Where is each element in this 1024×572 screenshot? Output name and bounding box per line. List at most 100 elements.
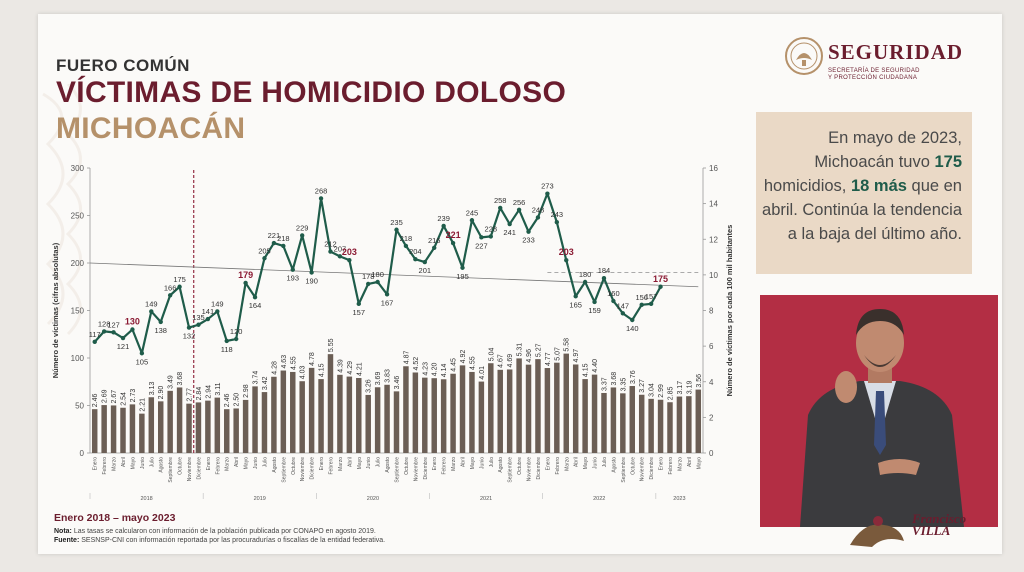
rate-label: 4.20 — [432, 362, 439, 376]
month-label: Marzo — [225, 457, 231, 471]
right-tick-label: 12 — [709, 235, 718, 244]
rate-label: 4.03 — [300, 365, 307, 379]
month-label: Octubre — [630, 457, 636, 475]
count-point — [498, 205, 503, 211]
year-label: 2019 — [254, 496, 266, 502]
rate-bar — [544, 368, 551, 453]
count-label: 228 — [485, 224, 498, 233]
rate-label: 2.21 — [139, 398, 146, 412]
count-label: 229 — [296, 223, 309, 232]
rate-label: 2.85 — [667, 387, 674, 401]
rate-label: 2.99 — [658, 384, 665, 398]
count-point — [328, 249, 333, 254]
count-point — [149, 309, 154, 314]
count-label: 157 — [645, 292, 658, 301]
rate-bar — [139, 413, 145, 453]
month-label: Marzo — [564, 457, 570, 471]
month-label: Mayo — [244, 457, 250, 469]
count-point — [403, 243, 409, 249]
month-label: Enero — [432, 457, 438, 471]
count-label-highlight: 175 — [653, 274, 668, 284]
background-pattern — [42, 84, 82, 336]
seguridad-logo: SEGURIDAD SECRETARÍA DE SEGURIDAD Y PROT… — [784, 36, 974, 82]
month-label: Febrero — [442, 457, 448, 475]
month-label: Septiembre — [508, 457, 514, 483]
rate-label: 2.54 — [121, 392, 128, 406]
month-label: Septiembre — [281, 457, 287, 483]
count-label-highlight: 130 — [125, 317, 140, 327]
right-axis-label: Número de víctimas por cada 100 mil habi… — [725, 225, 734, 397]
month-label: Junio — [366, 457, 372, 469]
rate-label: 3.35 — [620, 378, 627, 392]
rate-bar — [346, 376, 353, 453]
month-label: Abril — [121, 457, 127, 467]
count-label: 167 — [381, 298, 394, 307]
count-label: 121 — [117, 342, 130, 351]
month-label: Agosto — [159, 457, 165, 473]
count-label: 141 — [202, 307, 215, 316]
count-label: 195 — [456, 272, 469, 281]
rate-label: 2.77 — [187, 388, 194, 402]
count-point — [120, 335, 126, 341]
rate-label: 5.07 — [554, 347, 561, 361]
rate-label: 3.19 — [686, 380, 693, 394]
rate-bar — [554, 362, 560, 453]
callout-delta: 18 más — [850, 177, 907, 195]
count-point — [526, 229, 531, 234]
source-note: Fuente: SESNSP-CNI con información repor… — [54, 537, 386, 544]
count-label: 218 — [277, 234, 290, 243]
month-label: Mayo — [583, 457, 589, 469]
rate-label: 4.77 — [545, 352, 552, 366]
rate-label: 4.15 — [583, 363, 590, 377]
count-label: 140 — [626, 324, 639, 333]
rate-bar — [695, 389, 702, 453]
count-point — [432, 245, 437, 250]
count-label: 178 — [362, 272, 375, 281]
footnote: Nota: Las tasas se calcularon con inform… — [54, 528, 376, 535]
month-label: Febrero — [555, 457, 561, 475]
rate-label: 2.46 — [92, 393, 99, 407]
count-point — [488, 234, 494, 239]
count-label: 165 — [569, 300, 582, 309]
rate-label: 3.11 — [215, 382, 222, 395]
month-label: Octubre — [517, 457, 523, 475]
rate-label: 3.74 — [253, 371, 260, 385]
month-label: Julio — [376, 457, 382, 468]
count-label: 204 — [409, 247, 422, 256]
rate-bar — [129, 404, 136, 453]
right-tick-label: 16 — [709, 164, 718, 173]
count-point — [582, 279, 588, 285]
month-label: Febrero — [215, 457, 221, 475]
rate-bar — [572, 364, 579, 453]
count-point — [639, 302, 644, 307]
rate-label: 4.92 — [460, 350, 467, 364]
rate-bar — [120, 407, 126, 453]
month-label: Noviembre — [187, 457, 193, 481]
left-axis-label: Número de víctimas (cifras absolutas) — [51, 242, 60, 378]
month-label: Noviembre — [527, 457, 533, 481]
footer-logo-text: Francisco VILLA — [912, 511, 967, 538]
count-point — [460, 265, 465, 270]
count-point — [243, 280, 248, 286]
rate-bar — [261, 392, 268, 453]
count-label: 135 — [192, 313, 205, 322]
rate-bar — [110, 405, 117, 453]
count-label: 243 — [551, 210, 564, 219]
rate-label: 4.67 — [498, 354, 505, 368]
count-point — [545, 191, 550, 196]
logo-wordmark: SEGURIDAD — [828, 40, 964, 64]
page-title: VÍCTIMAS DE HOMICIDIO DOLOSO — [56, 76, 567, 109]
rate-label: 3.42 — [262, 376, 269, 390]
month-label: Septiembre — [168, 457, 174, 483]
month-label: Abril — [574, 457, 580, 467]
rate-bar — [591, 374, 598, 453]
rate-label: 4.78 — [309, 352, 316, 366]
count-point — [620, 311, 626, 316]
count-point — [366, 281, 371, 287]
rate-label: 2.69 — [102, 389, 109, 403]
rate-label: 2.98 — [243, 384, 250, 398]
count-point — [648, 301, 654, 307]
eagle-emblem-icon — [785, 37, 823, 75]
count-point — [479, 235, 484, 240]
count-point — [92, 339, 97, 345]
